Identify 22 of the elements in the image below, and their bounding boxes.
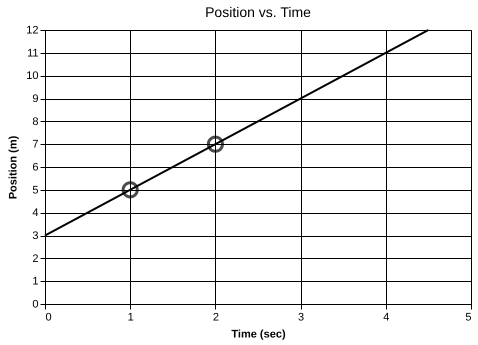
- chart-title: Position vs. Time: [205, 4, 312, 20]
- y-tick-label: 4: [32, 207, 38, 220]
- y-tick-label: 0: [32, 298, 38, 310]
- x-axis-title: Time (sec): [231, 328, 286, 340]
- y-tick-label: 8: [32, 116, 38, 128]
- y-tick-label: 11: [27, 47, 38, 60]
- x-tick-label: 4: [383, 312, 390, 324]
- y-tick-label: 6: [32, 162, 38, 174]
- y-axis-title: Position (m): [7, 135, 20, 200]
- y-tick-label: 1: [32, 276, 38, 288]
- x-tick-label: 5: [465, 312, 472, 324]
- y-tick-label: 5: [32, 184, 38, 196]
- y-tick-label: 10: [26, 70, 38, 82]
- y-tick-label: 7: [32, 138, 38, 151]
- y-tick-label: 12: [26, 24, 38, 36]
- x-tick-label: 2: [212, 312, 219, 324]
- x-tick-label: 1: [128, 312, 134, 324]
- x-tick-label: 3: [298, 312, 304, 324]
- x-tick-label: 0: [46, 312, 52, 324]
- y-tick-label: 9: [32, 93, 38, 105]
- y-tick-label: 3: [32, 230, 38, 242]
- y-tick-label: 2: [32, 252, 38, 265]
